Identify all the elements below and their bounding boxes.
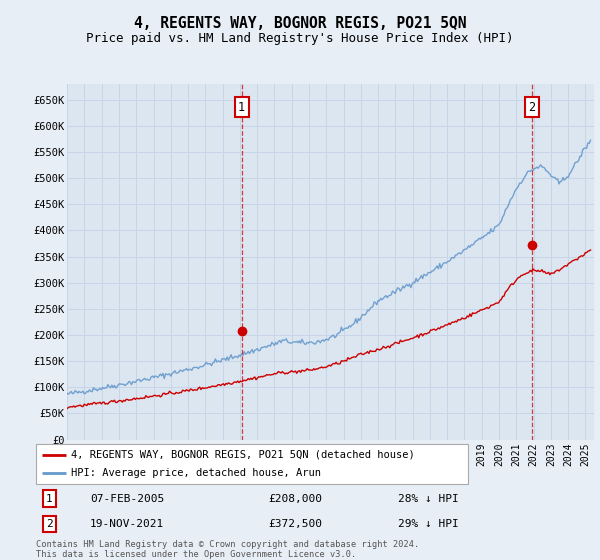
Text: Price paid vs. HM Land Registry's House Price Index (HPI): Price paid vs. HM Land Registry's House … [86, 31, 514, 45]
Text: 29% ↓ HPI: 29% ↓ HPI [398, 519, 458, 529]
Text: 1: 1 [238, 101, 245, 114]
Text: 07-FEB-2005: 07-FEB-2005 [90, 493, 164, 503]
Text: 2: 2 [528, 101, 535, 114]
Text: HPI: Average price, detached house, Arun: HPI: Average price, detached house, Arun [71, 468, 320, 478]
Text: 1: 1 [46, 493, 53, 503]
Text: 4, REGENTS WAY, BOGNOR REGIS, PO21 5QN: 4, REGENTS WAY, BOGNOR REGIS, PO21 5QN [134, 16, 466, 31]
Text: £208,000: £208,000 [268, 493, 322, 503]
Text: 28% ↓ HPI: 28% ↓ HPI [398, 493, 458, 503]
FancyBboxPatch shape [36, 444, 468, 484]
Text: Contains HM Land Registry data © Crown copyright and database right 2024.
This d: Contains HM Land Registry data © Crown c… [36, 540, 419, 559]
Text: 4, REGENTS WAY, BOGNOR REGIS, PO21 5QN (detached house): 4, REGENTS WAY, BOGNOR REGIS, PO21 5QN (… [71, 450, 415, 460]
Text: 2: 2 [46, 519, 53, 529]
Text: 19-NOV-2021: 19-NOV-2021 [90, 519, 164, 529]
Text: £372,500: £372,500 [268, 519, 322, 529]
